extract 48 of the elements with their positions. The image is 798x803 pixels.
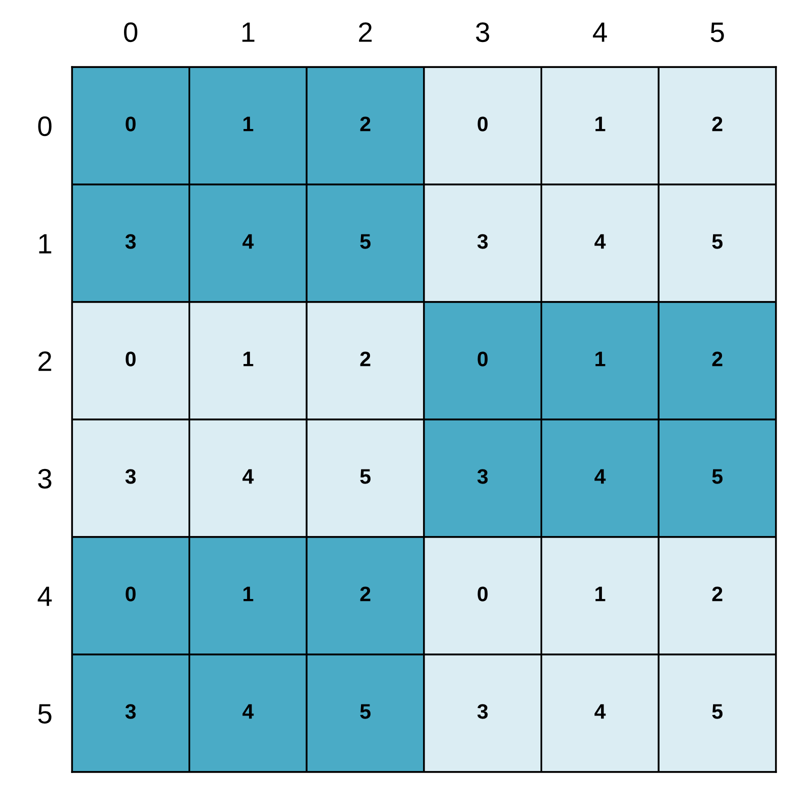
data-label: 3 xyxy=(477,234,488,249)
data-label: 3 xyxy=(125,469,136,484)
data-label: 2 xyxy=(360,116,370,132)
data-label: 0 xyxy=(478,116,488,132)
data-label: 3 xyxy=(125,704,136,719)
y-tick-label: 4 xyxy=(38,586,52,606)
x-tick-label: 4 xyxy=(592,22,607,42)
y-tick-label: 0 xyxy=(38,116,52,136)
data-label: 4 xyxy=(242,234,254,249)
data-label: 1 xyxy=(244,352,254,366)
x-tick-label: 1 xyxy=(242,22,254,42)
x-tick-label: 5 xyxy=(710,22,724,42)
data-label: 5 xyxy=(360,704,371,719)
data-label: 1 xyxy=(596,116,606,132)
data-label: 1 xyxy=(244,586,254,602)
data-label: 4 xyxy=(594,469,606,484)
data-label: 3 xyxy=(477,704,488,719)
data-label: 4 xyxy=(242,704,254,719)
data-label: 0 xyxy=(478,586,488,602)
data-label: 2 xyxy=(360,352,370,366)
data-label: 5 xyxy=(712,704,723,719)
data-label: 3 xyxy=(477,469,488,484)
data-label: 5 xyxy=(712,469,723,484)
y-tick-label: 3 xyxy=(38,468,52,489)
data-label: 2 xyxy=(712,116,722,132)
data-label: 2 xyxy=(712,586,722,602)
data-label: 5 xyxy=(360,469,371,484)
data-label: 0 xyxy=(478,352,488,366)
data-label: 2 xyxy=(712,352,722,366)
data-label: 5 xyxy=(360,234,371,249)
data-label: 2 xyxy=(360,586,370,602)
data-label: 5 xyxy=(712,234,723,249)
x-tick-label: 3 xyxy=(476,22,490,42)
data-label: 1 xyxy=(244,116,254,132)
data-label: 1 xyxy=(596,352,606,366)
data-label: 0 xyxy=(126,586,136,602)
data-label: 4 xyxy=(242,469,254,484)
x-tick-label: 2 xyxy=(359,22,372,42)
y-tick-label: 1 xyxy=(39,234,52,254)
data-label: 4 xyxy=(594,234,606,249)
data-label: 1 xyxy=(596,586,606,602)
y-tick-label: 5 xyxy=(38,704,52,724)
data-label: 3 xyxy=(125,234,136,249)
data-label: 0 xyxy=(126,116,136,132)
data-label: 4 xyxy=(594,704,606,719)
data-label: 0 xyxy=(126,352,136,366)
y-tick-label: 2 xyxy=(38,351,52,371)
x-tick-label: 0 xyxy=(124,22,138,42)
